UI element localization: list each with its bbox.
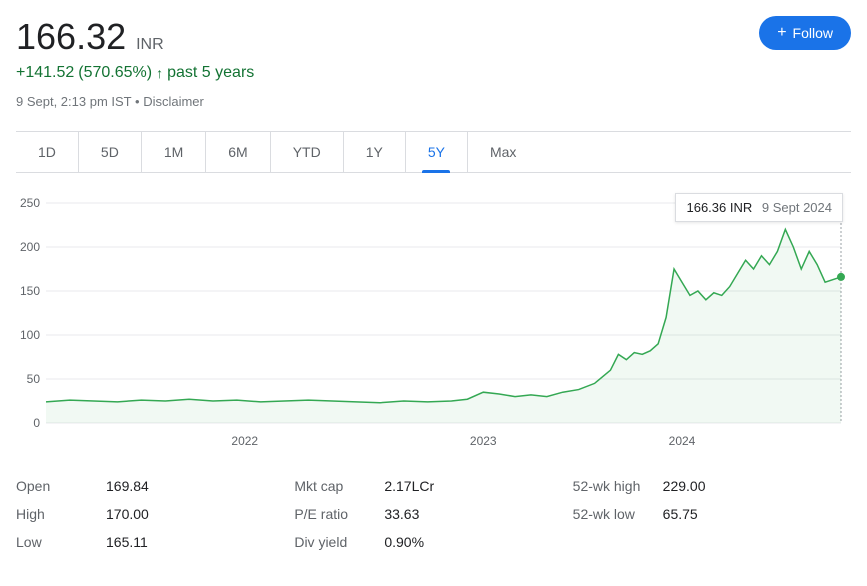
svg-text:2023: 2023	[470, 434, 497, 448]
arrow-up-icon: ↑	[156, 65, 163, 81]
change-absolute: +141.52	[16, 64, 74, 82]
stat-row: 52-wk low65.75	[573, 500, 851, 528]
chart-svg: 0 50 100 150 200 250 2022 2023 2024	[16, 193, 851, 453]
stat-value: 165.11	[106, 534, 148, 550]
disclaimer-link[interactable]: Disclaimer	[143, 94, 204, 109]
stat-label: P/E ratio	[294, 506, 384, 522]
stat-label: Div yield	[294, 534, 384, 550]
stat-row: 52-wk high229.00	[573, 472, 851, 500]
stat-row: P/E ratio33.63	[294, 500, 572, 528]
stat-row: Mkt cap2.17LCr	[294, 472, 572, 500]
follow-button[interactable]: + Follow	[759, 16, 851, 50]
svg-text:2022: 2022	[231, 434, 258, 448]
price-chart: 166.36 INR 9 Sept 2024 0 50 100 150 200 250 20…	[16, 193, 851, 458]
current-price: 166.32	[16, 16, 126, 58]
svg-text:100: 100	[20, 328, 40, 342]
stat-value: 229.00	[663, 478, 706, 494]
stat-value: 65.75	[663, 506, 698, 522]
stat-row: Open169.84	[16, 472, 294, 500]
tab-6m[interactable]: 6M	[206, 132, 270, 172]
tab-ytd[interactable]: YTD	[271, 132, 344, 172]
tab-5y[interactable]: 5Y	[406, 132, 468, 172]
stat-row: Low165.11	[16, 528, 294, 556]
tab-max[interactable]: Max	[468, 132, 538, 172]
stat-value: 170.00	[106, 506, 149, 522]
plus-icon: +	[777, 24, 786, 42]
stats-col-1: Open169.84High170.00Low165.11	[16, 472, 294, 556]
stat-label: Open	[16, 478, 106, 494]
svg-text:250: 250	[20, 196, 40, 210]
stat-label: Mkt cap	[294, 478, 384, 494]
price-area: 166.32 INR +141.52 (570.65%) ↑ past 5 ye…	[16, 16, 254, 109]
price-change: +141.52 (570.65%) ↑ past 5 years	[16, 64, 254, 82]
stat-row: High170.00	[16, 500, 294, 528]
svg-text:2024: 2024	[669, 434, 696, 448]
timestamp-line: 9 Sept, 2:13 pm IST • Disclaimer	[16, 94, 254, 109]
time-range-tabs: 1D5D1M6MYTD1Y5YMax	[16, 131, 851, 173]
tooltip-date: 9 Sept 2024	[762, 200, 832, 215]
timestamp-text: 9 Sept, 2:13 pm IST	[16, 94, 131, 109]
tab-1d[interactable]: 1D	[16, 132, 79, 172]
stat-row: Div yield0.90%	[294, 528, 572, 556]
tab-1y[interactable]: 1Y	[344, 132, 406, 172]
svg-text:150: 150	[20, 284, 40, 298]
chart-tooltip: 166.36 INR 9 Sept 2024	[675, 193, 843, 222]
stat-value: 0.90%	[384, 534, 424, 550]
stat-label: High	[16, 506, 106, 522]
svg-text:200: 200	[20, 240, 40, 254]
stats-col-2: Mkt cap2.17LCrP/E ratio33.63Div yield0.9…	[294, 472, 572, 556]
stats-col-3: 52-wk high229.0052-wk low65.75	[573, 472, 851, 556]
change-period: past 5 years	[167, 64, 254, 82]
stat-label: 52-wk low	[573, 506, 663, 522]
follow-label: Follow	[793, 25, 833, 41]
tab-5d[interactable]: 5D	[79, 132, 142, 172]
svg-text:50: 50	[27, 372, 41, 386]
currency-label: INR	[136, 36, 164, 54]
stat-value: 2.17LCr	[384, 478, 434, 494]
tab-1m[interactable]: 1M	[142, 132, 206, 172]
change-percent: (570.65%)	[78, 64, 152, 82]
stat-label: 52-wk high	[573, 478, 663, 494]
stat-label: Low	[16, 534, 106, 550]
stats-panel: Open169.84High170.00Low165.11 Mkt cap2.1…	[16, 472, 851, 556]
svg-text:0: 0	[33, 416, 40, 430]
stat-value: 169.84	[106, 478, 149, 494]
tooltip-value: 166.36 INR	[686, 200, 752, 215]
stat-value: 33.63	[384, 506, 419, 522]
